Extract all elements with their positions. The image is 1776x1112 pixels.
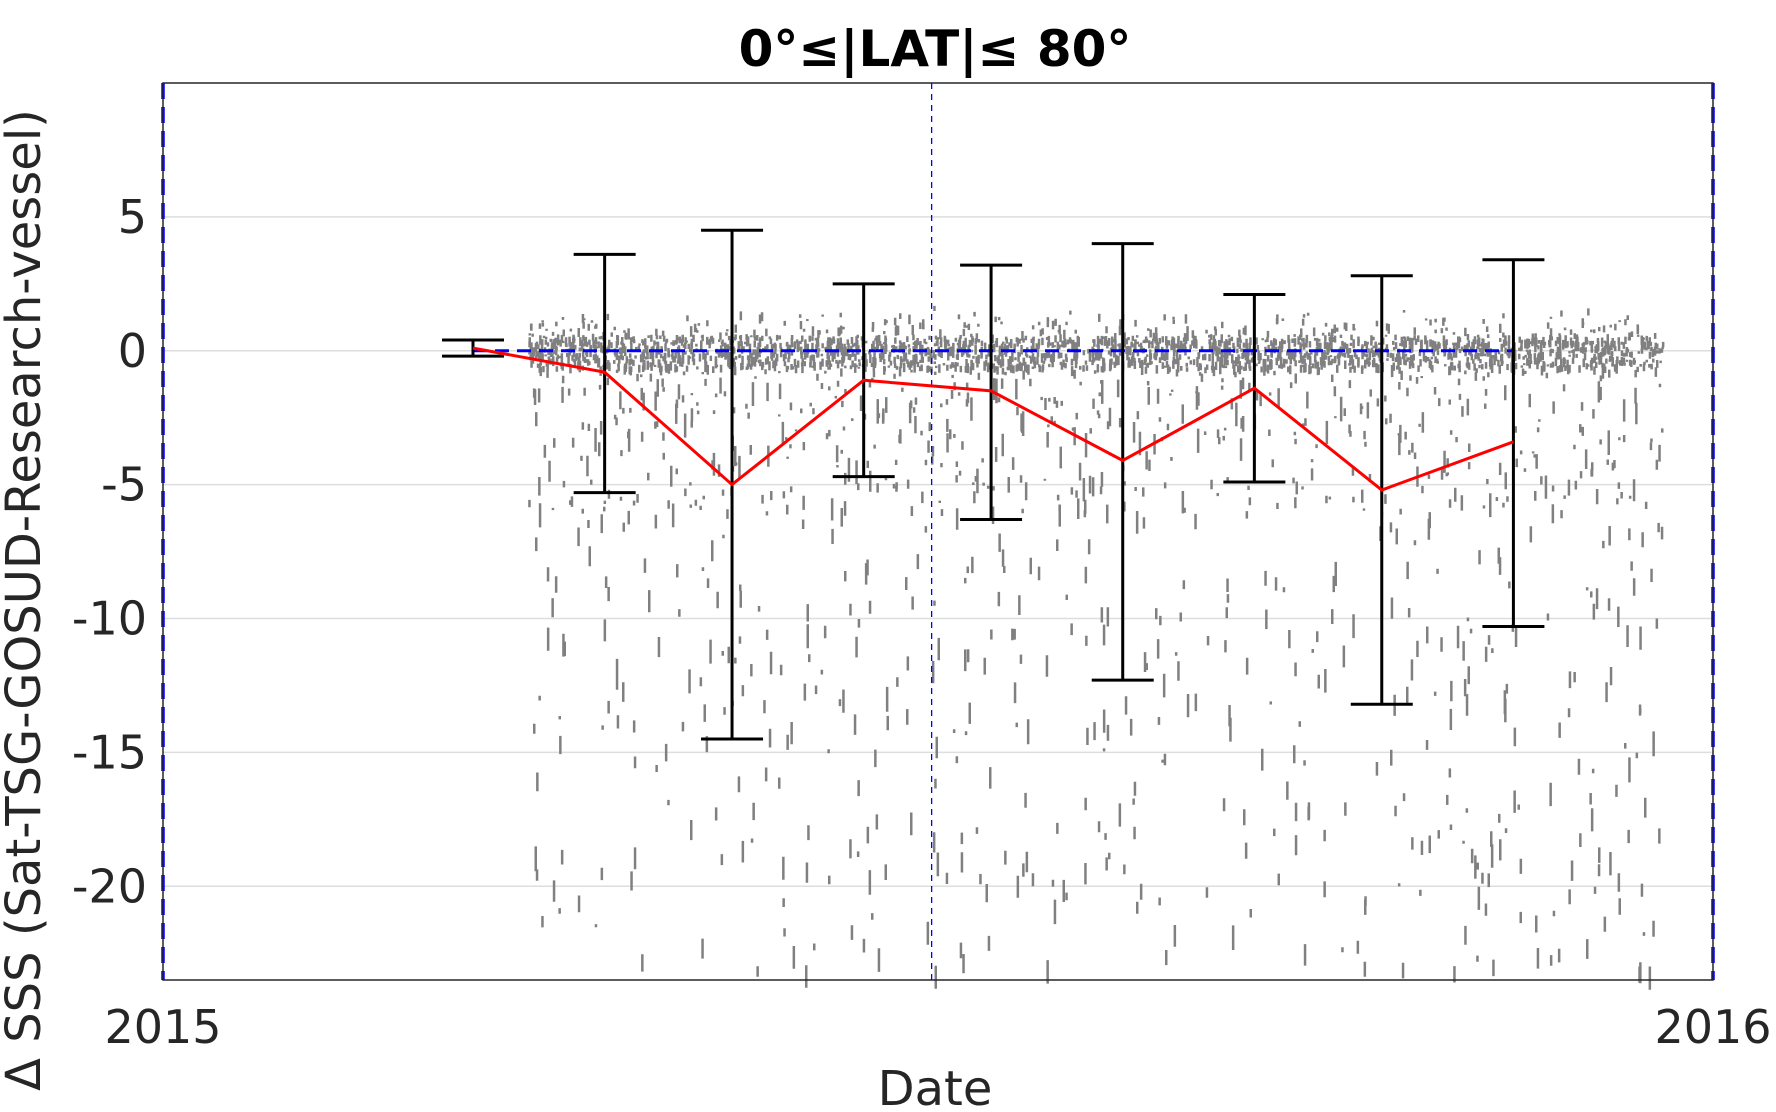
y-tick-label: -5 [101, 458, 147, 512]
chart-title: 0°≤|LAT|≤ 80° [739, 20, 1132, 78]
scatter-cloud [528, 305, 1665, 990]
tick-labels: -20 -15 -10 -5 0 5 2015 2016 [72, 190, 1772, 1054]
x-tick-label: 2015 [104, 1000, 221, 1054]
scatter-points [528, 305, 1665, 990]
mean-line [472, 346, 1514, 492]
y-tick-label: -15 [72, 725, 147, 779]
x-tick-label: 2016 [1654, 1000, 1771, 1054]
y-tick-label: -10 [72, 592, 147, 646]
y-tick-label: -20 [72, 859, 147, 913]
y-axis-label: Δ SSS (Sat-TSG-GOSUD-Research-vessel) [0, 109, 52, 1091]
y-tick-label: 0 [118, 324, 147, 378]
y-tick-label: 5 [118, 190, 147, 244]
x-axis-label: Date [878, 1061, 993, 1112]
plot-frame [162, 82, 1714, 981]
